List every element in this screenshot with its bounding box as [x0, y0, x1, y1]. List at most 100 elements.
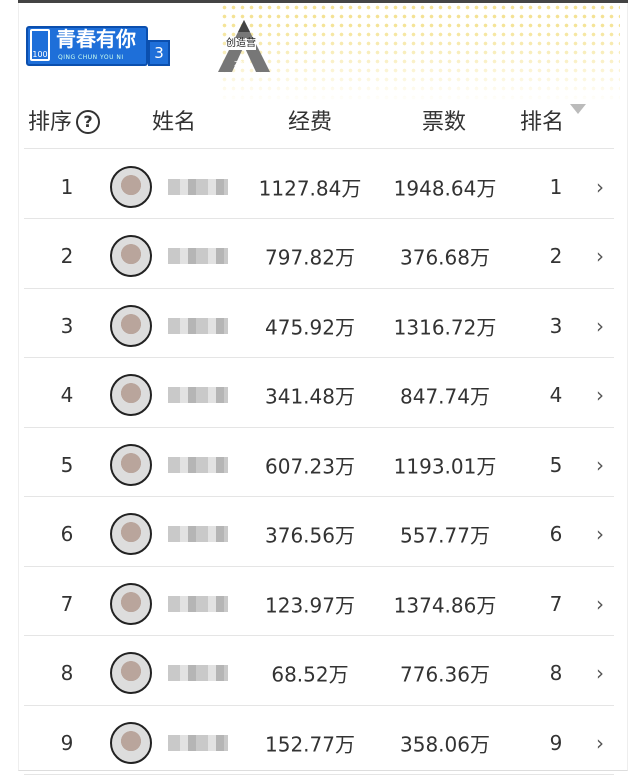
table-row[interactable]: 5 607.23万 1193.01万 5 › [0, 430, 640, 499]
header-votes: 票数 [422, 110, 467, 135]
row-order: 2 [60, 244, 74, 268]
ranking-card [18, 3, 628, 771]
divider [24, 287, 614, 289]
divider [24, 704, 614, 706]
row-rank: 1 [549, 174, 563, 199]
avatar [110, 304, 152, 347]
table-row[interactable]: 8 68.52万 776.36万 8 › [0, 639, 640, 708]
row-order: 4 [60, 383, 74, 407]
avatar [110, 235, 152, 277]
row-rank: 2 [549, 244, 563, 268]
table-row[interactable]: 4 341.48万 847.74万 4 › [0, 361, 640, 430]
row-rank: 4 [549, 383, 563, 407]
header-order-label: 排序 [28, 110, 73, 135]
row-order: 6 [60, 522, 74, 546]
logo-q-mark: 100 [30, 29, 50, 61]
name-blurred [168, 456, 228, 473]
avatar [110, 513, 152, 555]
row-order: 7 [60, 591, 74, 616]
chevron-right-icon[interactable]: › [596, 452, 604, 477]
avatar [110, 165, 152, 208]
table-row[interactable]: 3 475.92万 1316.72万 3 › [0, 291, 640, 360]
logo-text: 青春有你 [56, 27, 136, 51]
chuangzaoying-logo: 创造营 2021 [216, 18, 272, 74]
table-row[interactable]: 2 797.82万 376.68万 2 › [0, 222, 640, 291]
chevron-right-icon[interactable]: › [596, 313, 604, 338]
name-blurred [168, 248, 228, 264]
row-fee: 607.23万 [265, 454, 355, 478]
row-fee: 1127.84万 [258, 176, 362, 200]
avatar [110, 652, 152, 694]
table-header: 排序? 姓名 经费 票数 排名 [0, 104, 640, 138]
name-blurred [168, 665, 228, 681]
row-order: 5 [60, 452, 74, 477]
header-fee: 经费 [288, 110, 333, 135]
header-name: 姓名 [152, 110, 197, 135]
top-border [18, 0, 628, 3]
avatar [110, 721, 152, 764]
divider [24, 774, 614, 775]
sort-down-icon [570, 104, 587, 114]
header-order: 排序? [28, 104, 101, 136]
row-fee: 152.77万 [265, 732, 355, 756]
chevron-right-icon[interactable]: › [596, 383, 604, 407]
chevron-right-icon[interactable]: › [596, 661, 604, 685]
row-rank: 5 [549, 452, 563, 477]
row-order: 9 [60, 730, 74, 755]
row-votes: 557.77万 [400, 523, 490, 548]
table-row[interactable]: 1 1127.84万 1948.64万 1 › [0, 152, 640, 221]
chevron-right-icon[interactable]: › [596, 730, 604, 755]
help-icon[interactable]: ? [76, 110, 101, 134]
row-votes: 358.06万 [400, 732, 490, 756]
dotted-background [220, 3, 620, 103]
qingchunyouni-logo: 青春有你 100 QING CHUN YOU NI 3 [26, 26, 171, 68]
divider [24, 635, 614, 636]
name-blurred [168, 526, 228, 542]
name-blurred [168, 317, 228, 334]
chevron-right-icon[interactable]: › [596, 522, 604, 546]
name-blurred [168, 387, 228, 403]
row-rank: 6 [549, 522, 563, 546]
header-rank-sort[interactable]: 排名 [520, 104, 587, 136]
row-order: 1 [60, 174, 74, 199]
row-rank: 3 [549, 313, 563, 338]
table-row[interactable]: 6 376.56万 557.77万 6 › [0, 500, 640, 569]
name-blurred [168, 595, 228, 612]
chevron-right-icon[interactable]: › [596, 174, 604, 199]
row-votes: 776.36万 [400, 662, 490, 687]
chevron-right-icon[interactable]: › [596, 244, 604, 268]
logo-subtitle: QING CHUN YOU NI [58, 54, 124, 61]
row-fee: 797.82万 [265, 245, 355, 270]
row-votes: 847.74万 [400, 384, 490, 409]
row-fee: 68.52万 [271, 662, 349, 687]
row-order: 8 [60, 661, 74, 685]
row-fee: 123.97万 [265, 593, 355, 617]
logo-year: 2021 [234, 60, 252, 68]
row-rank: 7 [549, 591, 563, 616]
table-row[interactable]: 9 152.77万 358.06万 9 › [0, 708, 640, 777]
divider [24, 357, 614, 358]
chevron-right-icon[interactable]: › [596, 591, 604, 616]
divider [24, 218, 614, 219]
row-order: 3 [60, 313, 74, 338]
row-votes: 376.68万 [400, 245, 490, 270]
row-fee: 341.48万 [265, 384, 355, 409]
divider [24, 496, 614, 497]
name-blurred [168, 734, 228, 751]
row-rank: 8 [549, 661, 563, 685]
table-row[interactable]: 7 123.97万 1374.86万 7 › [0, 569, 640, 638]
logo-chuang-text: 创造营 [226, 38, 256, 50]
row-fee: 475.92万 [265, 315, 355, 339]
avatar [110, 374, 152, 416]
name-blurred [168, 178, 228, 195]
divider [24, 565, 614, 567]
row-rank: 9 [549, 730, 563, 755]
divider [24, 148, 614, 149]
avatar [110, 582, 152, 625]
row-votes: 1374.86万 [393, 593, 497, 617]
avatar [110, 443, 152, 486]
divider [24, 426, 614, 428]
logo-season: 3 [148, 40, 170, 66]
header-rank-label: 排名 [520, 110, 565, 135]
row-votes: 1193.01万 [393, 454, 497, 478]
